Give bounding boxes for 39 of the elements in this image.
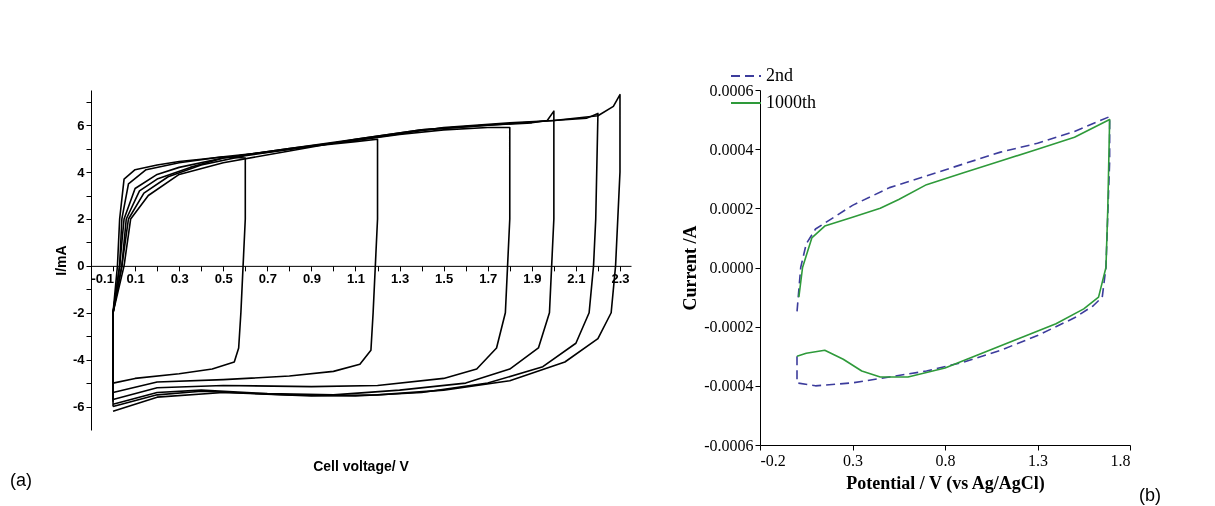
text: (a) <box>10 470 32 490</box>
x-tick-label: 0.3 <box>170 271 189 287</box>
y-tick-label: 0 <box>77 258 85 274</box>
x-tick-label: 2.1 <box>567 271 586 287</box>
x-tick-label: -0.1 <box>91 271 114 287</box>
x-tick-label: 0.5 <box>214 271 233 287</box>
text: (b) <box>1139 485 1161 505</box>
x-tick-label: 0.3 <box>843 451 863 469</box>
y-tick-label: -0.0006 <box>704 436 754 454</box>
x-axis-title: Potential / V (vs Ag/AgCl) <box>846 472 1045 494</box>
y-tick-label: -2 <box>72 305 85 321</box>
y-tick-label: -0.0004 <box>704 377 754 395</box>
y-axis-title: Current /A <box>680 225 701 311</box>
y-tick-label: -4 <box>72 352 86 368</box>
y-tick-label: 0.0006 <box>709 81 754 99</box>
y-tick-label: -0.0002 <box>704 318 754 336</box>
legend-label: 2nd <box>766 65 793 85</box>
x-tick-label: -0.2 <box>760 451 786 469</box>
x-axis-title: Cell voltage/ V <box>313 458 410 474</box>
y-tick-label: 6 <box>77 117 85 133</box>
y-tick-label: 4 <box>77 164 86 180</box>
y-tick-label: 0.0002 <box>709 199 754 217</box>
x-tick-label: 0.8 <box>935 451 956 469</box>
x-tick-label: 0.7 <box>258 271 277 287</box>
y-tick-label: -6 <box>72 399 85 415</box>
x-tick-label: 1.1 <box>346 271 366 287</box>
x-tick-label: 1.5 <box>435 271 454 287</box>
y-axis-title: I/mA <box>52 245 69 276</box>
x-tick-label: 0.1 <box>126 271 145 287</box>
y-tick-label: 0.0004 <box>709 140 754 158</box>
x-tick-label: 1.3 <box>1028 451 1048 469</box>
legend-label: 1000th <box>766 92 817 112</box>
x-tick-label: 1.9 <box>523 271 542 287</box>
x-tick-label: 1.3 <box>391 271 410 287</box>
x-tick-label: 1.8 <box>1110 451 1131 469</box>
x-tick-label: 0.9 <box>302 271 321 287</box>
y-tick-label: 2 <box>77 211 85 227</box>
y-tick-label: 0.0000 <box>709 259 754 276</box>
x-tick-label: 1.7 <box>479 271 498 287</box>
